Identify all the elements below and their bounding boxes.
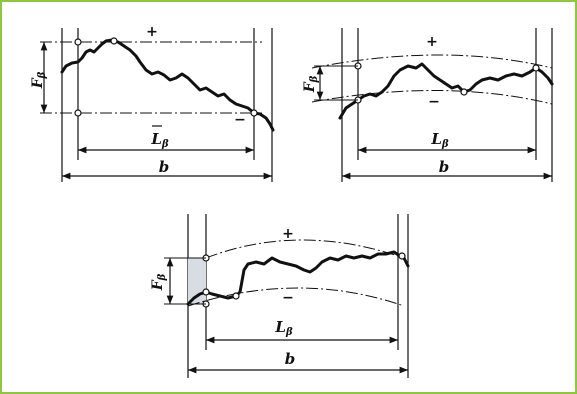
helix-profile-curve	[338, 62, 554, 120]
b-label: b	[159, 158, 170, 176]
diagram-2: Fβ Lβ b + −	[302, 28, 554, 182]
l-label: Lβ	[274, 318, 293, 338]
marker-circle	[74, 109, 82, 117]
plus-sign: +	[146, 24, 158, 40]
f-label: Fβ	[150, 273, 168, 291]
plus-sign: +	[282, 226, 294, 242]
lower-reference-curve	[311, 90, 553, 105]
minus-sign: −	[282, 290, 294, 306]
f-label: Fβ	[302, 75, 320, 93]
minus-sign: −	[234, 112, 246, 128]
l-label: Lβ	[150, 130, 169, 150]
marker-circle	[398, 252, 406, 260]
marker-circle	[232, 292, 240, 300]
marker-circle	[460, 88, 468, 96]
upper-reference-curve	[205, 239, 405, 259]
diagram-3: Fβ Lβ b + −	[150, 214, 410, 378]
helix-profile-curve	[60, 38, 275, 132]
marker-circle	[74, 38, 82, 46]
marker-circle	[250, 109, 258, 117]
l-label: Lβ	[430, 130, 449, 150]
b-label: b	[439, 158, 450, 176]
upper-reference-curve	[311, 54, 553, 69]
marker-circle	[532, 64, 540, 72]
b-label: b	[285, 350, 296, 368]
lower-reference-curve	[187, 287, 405, 307]
marker-circle	[110, 37, 118, 45]
helix-profile-curve	[186, 250, 410, 306]
plus-sign: +	[426, 34, 438, 50]
minus-sign: −	[428, 94, 440, 110]
marker-circle	[202, 288, 210, 296]
diagram-1: Fβ Lβ b + −	[30, 24, 275, 182]
f-label: Fβ	[30, 71, 48, 89]
